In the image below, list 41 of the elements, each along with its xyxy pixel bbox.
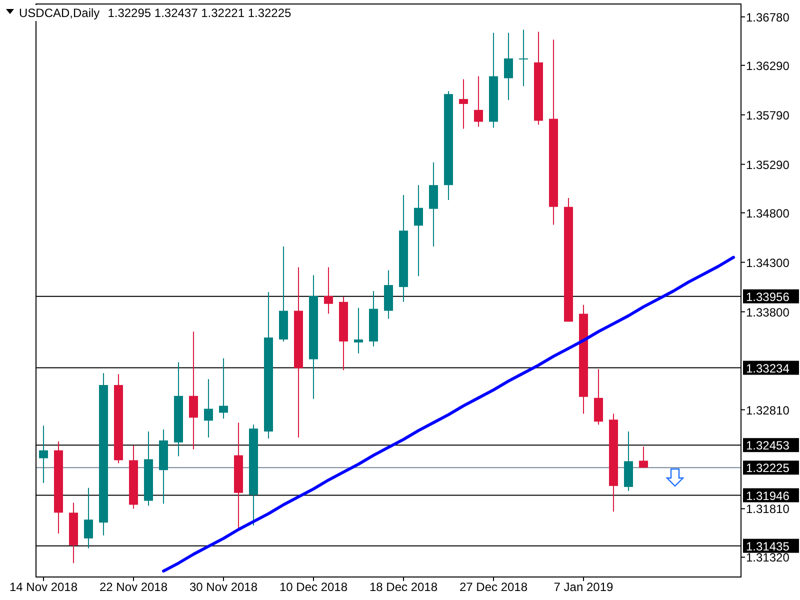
candlestick (429, 162, 438, 247)
candlestick (594, 368, 603, 426)
ref-line-label: 1.31435 (746, 539, 790, 554)
y-tick-label: 1.35790 (746, 108, 790, 122)
y-tick-label: 1.31320 (746, 550, 790, 565)
x-tick-label: 27 Dec 2018 (459, 580, 528, 594)
y-tick-label: 1.33800 (746, 305, 790, 320)
x-tick-label: 10 Dec 2018 (279, 580, 348, 594)
ref-line-label: 1.33234 (746, 361, 790, 376)
candlestick (519, 29, 528, 87)
x-tick-label: 7 Jan 2019 (554, 580, 614, 594)
candlestick (39, 425, 48, 484)
candlestick (459, 78, 468, 130)
candlestick (324, 266, 333, 314)
ref-line-label: 1.31946 (746, 488, 790, 503)
y-tick-label: 1.35290 (746, 158, 790, 172)
y-tick-label: 1.32810 (746, 403, 790, 418)
candlestick (414, 184, 423, 277)
candlestick (504, 32, 513, 100)
candlestick (354, 307, 363, 354)
x-tick-label: 14 Nov 2018 (9, 580, 78, 594)
candlestick (204, 378, 213, 438)
chart-subtitle: 1.32295 1.32437 1.32221 1.32225 (108, 6, 292, 20)
x-tick-label: 22 Nov 2018 (99, 580, 168, 594)
candlestick (474, 76, 483, 128)
candlestick (639, 446, 648, 469)
ref-line-label: 1.33956 (746, 290, 790, 304)
y-tick-label: 1.34300 (746, 256, 790, 270)
chart-title: USDCAD,Daily (19, 6, 100, 20)
y-tick-label: 1.36290 (746, 58, 790, 73)
candlestick (219, 358, 228, 420)
candlestick (189, 331, 198, 450)
y-tick-label: 1.34800 (746, 206, 790, 220)
candlestick (84, 487, 93, 549)
x-tick-label: 18 Dec 2018 (369, 580, 438, 594)
ref-line-label: 1.32453 (746, 438, 790, 453)
y-tick-label: 1.31810 (746, 502, 790, 516)
x-tick-label: 30 Nov 2018 (189, 580, 258, 594)
y-tick-label: 1.36780 (746, 10, 790, 24)
line-series (162, 256, 735, 573)
ref-line-label: 1.32225 (746, 461, 790, 476)
